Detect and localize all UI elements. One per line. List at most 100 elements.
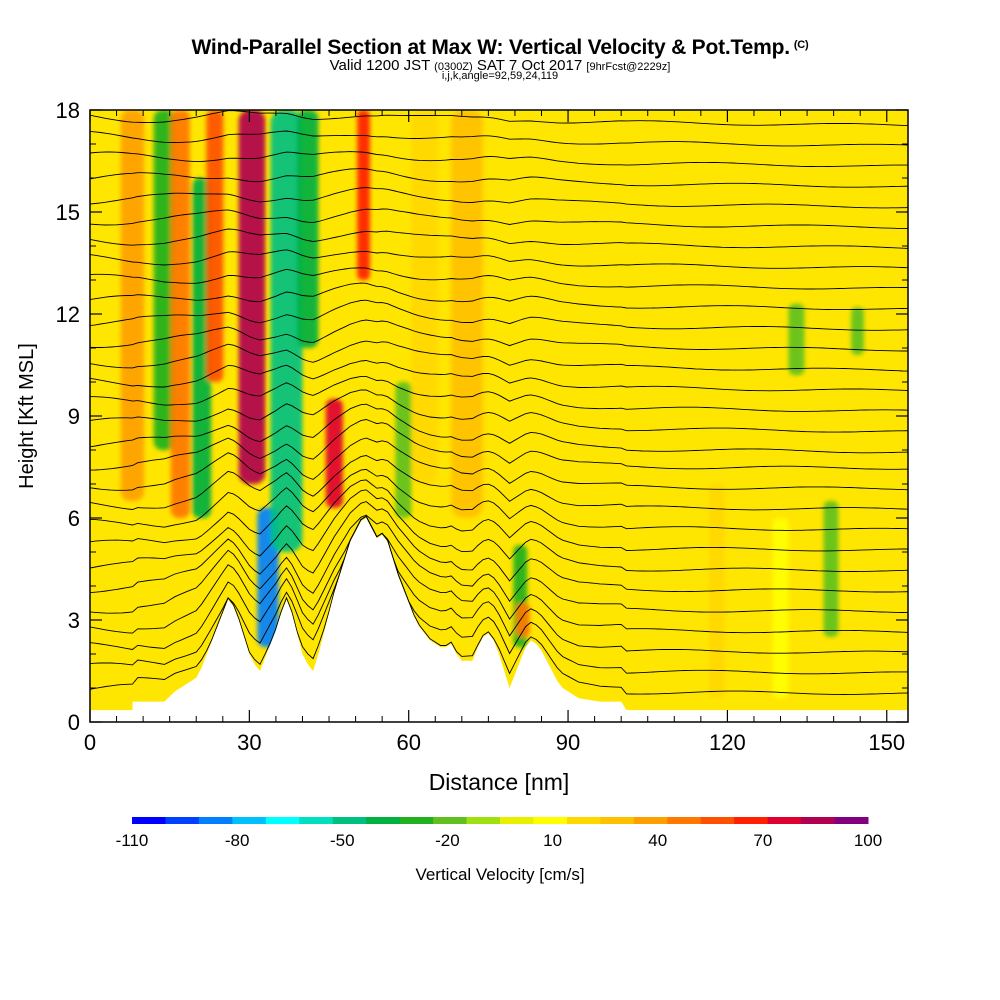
isentrope-line (90, 437, 908, 491)
isentrope-line (90, 340, 908, 372)
colorbar-swatch (533, 817, 568, 824)
isentrope-line (90, 360, 908, 392)
isentrope-line (90, 249, 908, 269)
velocity-plume (170, 110, 190, 518)
velocity-plume (788, 303, 805, 376)
velocity-plume (270, 110, 303, 552)
colorbar-swatch (399, 817, 434, 824)
x-axis-label: Distance [nm] (429, 769, 570, 795)
title-block: Wind-Parallel Section at Max W: Vertical… (0, 36, 1000, 82)
velocity-plume (206, 110, 224, 382)
y-tick-label: 12 (56, 302, 80, 327)
x-tick-label: 60 (396, 730, 420, 755)
velocity-plume (395, 382, 412, 518)
colorbar-swatch (265, 817, 300, 824)
isentrope-line (90, 151, 908, 168)
isentrope-line (90, 130, 908, 147)
isentrope-line (90, 389, 908, 433)
colorbar-swatch (566, 817, 601, 824)
colorbar-swatch (332, 817, 367, 824)
isentrope-line (90, 515, 908, 654)
chart-title-text: Wind-Parallel Section at Max W: Vertical… (191, 36, 791, 59)
velocity-plume (772, 518, 789, 699)
y-tick-label: 15 (56, 200, 80, 225)
y-axis-label: Height [Kft MSL] (16, 343, 38, 489)
colorbar-tick-label: -80 (225, 831, 250, 850)
isentrope-line (90, 187, 908, 209)
colorbar-label: Vertical Velocity [cm/s] (415, 865, 584, 884)
isentrope-line (90, 299, 908, 331)
colorbar-swatch (198, 817, 233, 824)
isentrope-line (90, 515, 908, 695)
indices-label: i,j,k,angle=92,59,24,119 (441, 70, 559, 82)
isentrope-line (90, 403, 908, 454)
forecast-label: [9hrFcst@2229z] (586, 61, 671, 73)
isentrope-line (90, 515, 908, 675)
valid-date: SAT 7 Oct 2017 (476, 57, 583, 74)
x-tick-label: 30 (237, 730, 261, 755)
isentrope-line (90, 282, 908, 311)
colorbar-swatch (734, 817, 769, 824)
colorbar-swatch (767, 817, 802, 824)
colorbar-tick-label: 100 (854, 831, 882, 850)
isentrope-line (90, 319, 908, 352)
chart-subtitle: Valid 1200 JST (0300Z) SAT 7 Oct 2017 [9… (0, 57, 1000, 74)
y-tick-label: 3 (68, 608, 80, 633)
plot-area (90, 110, 908, 722)
colorbar-swatch (700, 817, 735, 824)
x-tick-label: 90 (556, 730, 580, 755)
isentrope-line (90, 479, 908, 552)
velocity-plume (411, 110, 438, 484)
colorbar-tick-label: 70 (753, 831, 772, 850)
velocity-plume (851, 307, 864, 355)
colorbar-tick-label: 40 (648, 831, 667, 850)
isentrope-line (90, 375, 908, 412)
colorbar-swatch (600, 817, 635, 824)
isentrope-line (90, 455, 908, 511)
colorbar-swatch (433, 817, 468, 824)
velocity-plume (120, 110, 145, 501)
colorbar-swatch (801, 817, 836, 824)
colorbar-swatch (366, 817, 401, 824)
colorbar: -110 -80 -50 -20 10 40 70 100 (116, 817, 882, 850)
chart-title: Wind-Parallel Section at Max W: Vertical… (0, 36, 1000, 60)
colorbar-tick-label: -20 (435, 831, 460, 850)
y-tick-label: 9 (68, 404, 80, 429)
colorbar-swatch (834, 817, 869, 824)
x-axis: 0 30 60 90 120 150 (84, 110, 905, 755)
valid-prefix: Valid 1200 JST (329, 57, 430, 74)
colorbar-tick-label: 10 (543, 831, 562, 850)
velocity-plume (238, 110, 266, 484)
isentropes (90, 110, 908, 695)
colorbar-tick-label: -50 (330, 831, 355, 850)
y-tick-label: 18 (56, 98, 80, 123)
colorbar-swatch (466, 817, 501, 824)
isentrope-line (90, 515, 908, 634)
x-tick-label: 150 (868, 730, 905, 755)
velocity-plume (451, 110, 484, 518)
colorbar-swatch (132, 817, 166, 824)
y-tick-label: 0 (68, 710, 80, 735)
x-tick-label: 120 (709, 730, 746, 755)
isentrope-line (90, 419, 908, 471)
colorbar-swatch (299, 817, 334, 824)
isentrope-line (90, 468, 908, 531)
chart-title-tag: (C) (793, 39, 809, 51)
isentrope-line (90, 501, 908, 594)
velocity-plume (297, 110, 319, 348)
colorbar-swatch (165, 817, 200, 824)
velocity-plume (823, 501, 839, 637)
colorbar-swatch (667, 817, 702, 824)
isentrope-line (90, 514, 908, 614)
isentrope-line (90, 489, 908, 572)
colorbar-swatch (633, 817, 668, 824)
isentrope-line (90, 228, 908, 249)
colorbar-swatch (232, 817, 267, 824)
colorbar-tick-label: -110 (116, 831, 149, 850)
isentrope-line (90, 267, 908, 290)
valid-utc: (0300Z) (434, 61, 473, 73)
y-axis: 0 3 6 9 12 15 18 (56, 98, 908, 735)
isentrope-line (90, 168, 908, 188)
